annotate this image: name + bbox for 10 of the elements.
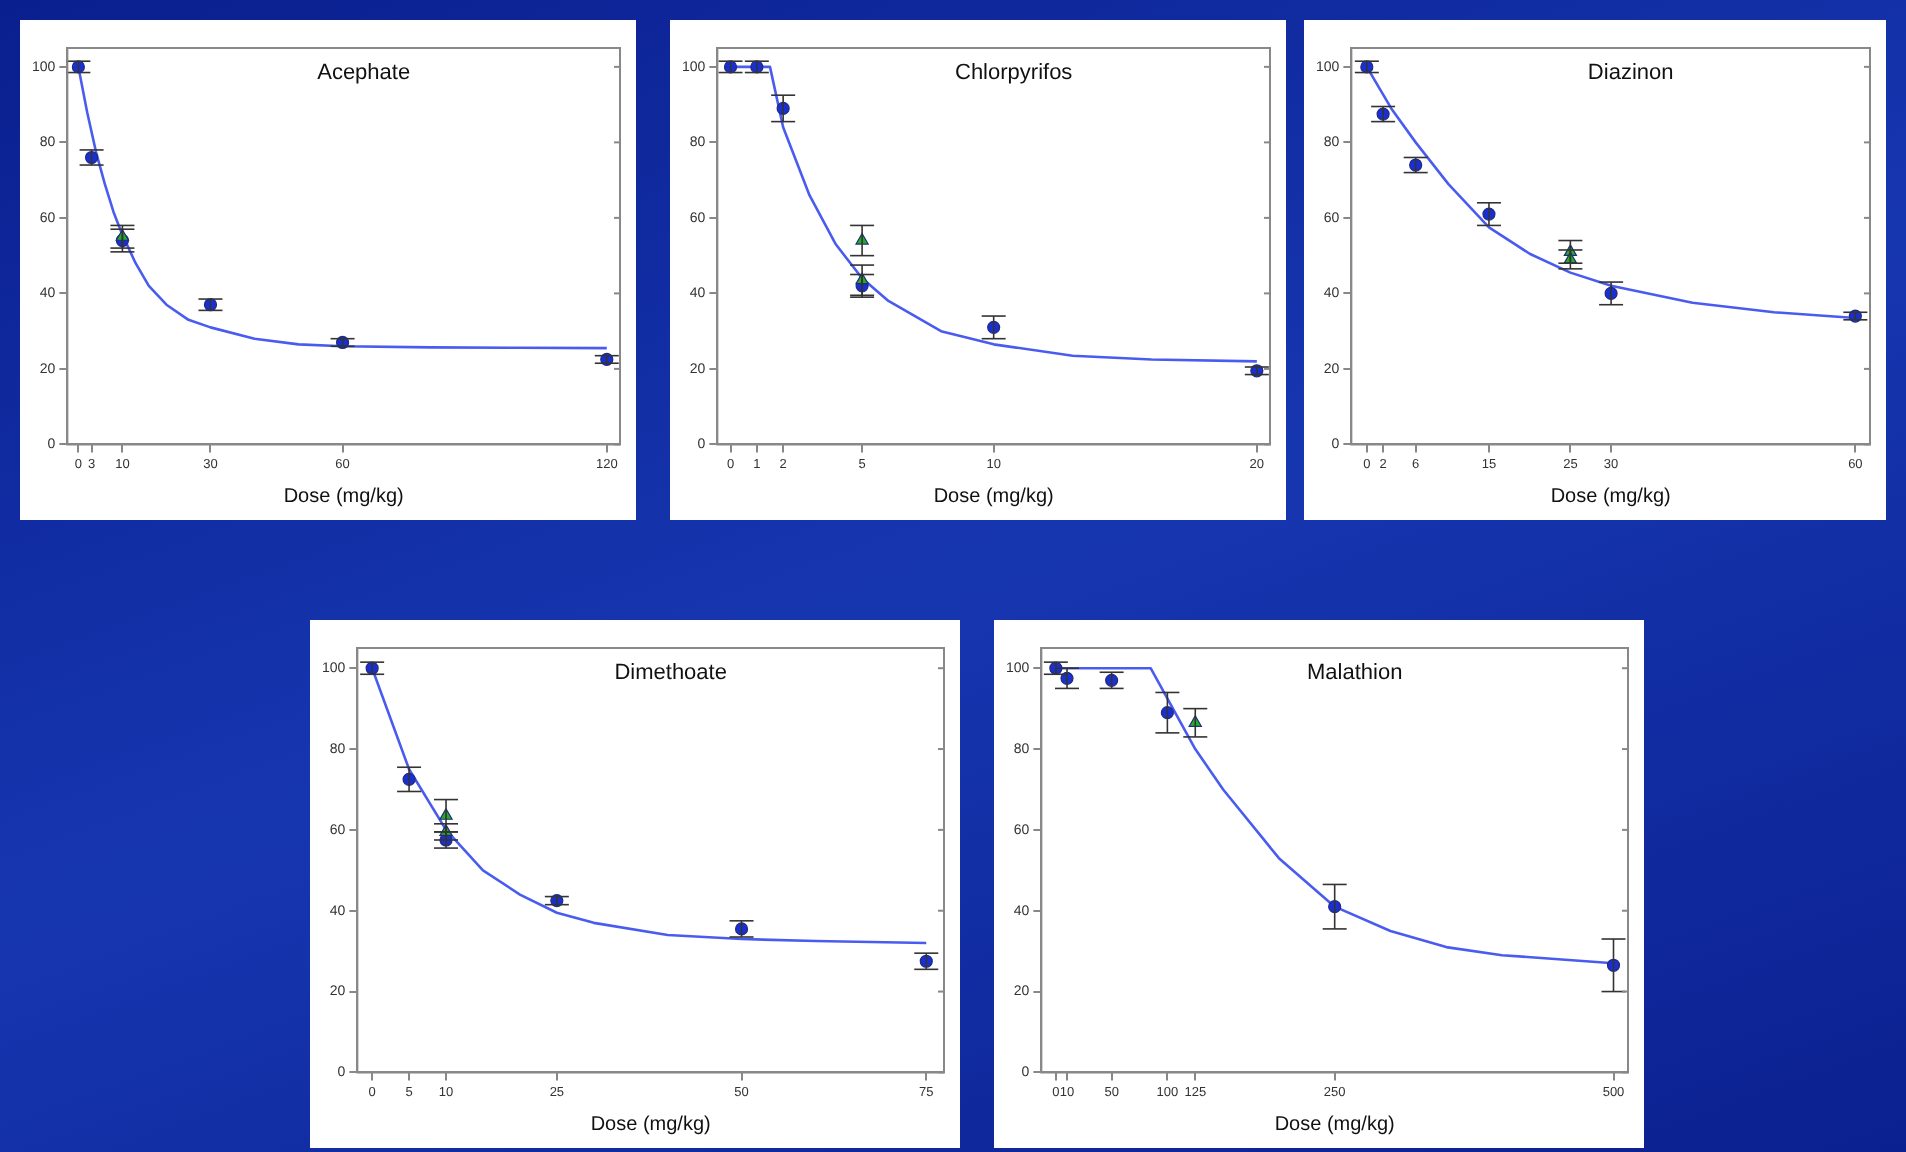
text: Diazinon [1587,61,1674,86]
x-axis-title: Dose (mg/kg) [933,485,1054,508]
text: Dimethoate [614,661,727,686]
x-axis-title: Dose (mg/kg) [1274,1113,1395,1136]
text: Chlorpyrifos [954,61,1074,86]
text: Acephate [317,61,411,86]
x-axis-title: Dose (mg/kg) [590,1113,711,1136]
text: Malathion [1306,661,1403,686]
x-axis-title: Dose (mg/kg) [283,485,404,508]
x-axis-title: Dose (mg/kg) [1550,485,1671,508]
